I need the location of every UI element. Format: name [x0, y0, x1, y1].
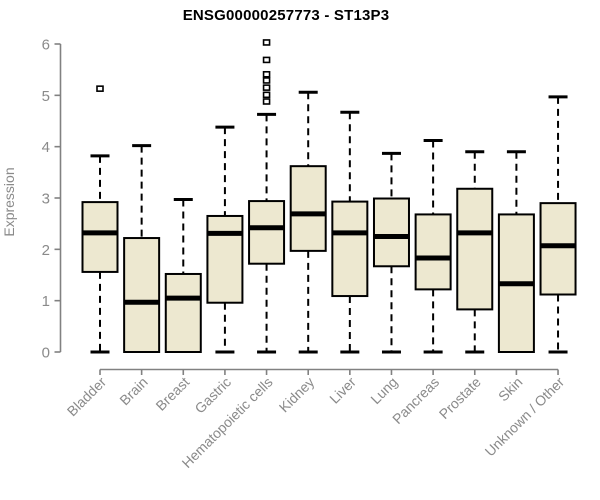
- outlier-point: [262, 70, 271, 78]
- x-category-label: Prostate: [436, 374, 484, 422]
- box-bladder: [81, 201, 119, 273]
- y-tick-label: 3: [42, 191, 50, 208]
- y-tick-label: 5: [42, 88, 50, 105]
- box-kidney: [289, 165, 327, 252]
- outlier-point: [262, 39, 271, 46]
- outlier-point: [262, 56, 271, 64]
- y-tick-label: 1: [42, 293, 50, 310]
- x-category-label: Bladder: [64, 374, 110, 420]
- outlier-point: [262, 98, 271, 105]
- box-unknown-other: [539, 202, 577, 296]
- box-brain: [123, 237, 161, 353]
- box-gastric: [206, 214, 244, 304]
- x-category-label: Brain: [116, 374, 150, 408]
- x-category-label: Skin: [495, 374, 526, 405]
- chart-title: ENSG00000257773 - ST13P3: [182, 7, 390, 24]
- box-hematopoietic-cells: [248, 200, 286, 265]
- box-prostate: [456, 187, 494, 311]
- box-pancreas: [414, 213, 452, 291]
- x-category-label: Breast: [152, 374, 192, 414]
- y-tick-label: 4: [42, 139, 50, 156]
- x-category-label: Unknown / Other: [482, 374, 568, 460]
- outlier-point: [262, 84, 271, 91]
- box-lung: [372, 197, 410, 268]
- outlier-point: [262, 91, 271, 99]
- y-tick-label: 6: [42, 37, 50, 54]
- x-category-label: Lung: [367, 374, 400, 407]
- x-category-label: Kidney: [276, 374, 318, 416]
- y-tick-label: 2: [42, 242, 50, 259]
- box-liver: [331, 200, 369, 298]
- x-category-label: Liver: [326, 374, 359, 407]
- outlier-point: [262, 77, 271, 84]
- outlier-point: [96, 85, 104, 92]
- y-tick-label: 0: [42, 345, 50, 362]
- box-breast: [164, 272, 202, 353]
